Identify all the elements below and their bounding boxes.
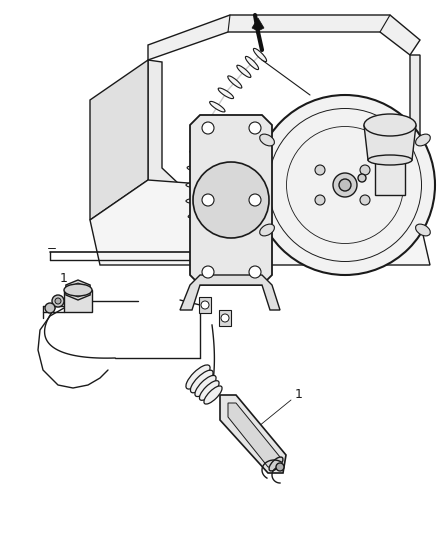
Ellipse shape: [187, 166, 205, 172]
Circle shape: [193, 162, 269, 238]
Ellipse shape: [195, 375, 216, 397]
Ellipse shape: [195, 133, 212, 141]
Text: 1: 1: [295, 388, 303, 401]
Ellipse shape: [228, 76, 242, 88]
Ellipse shape: [269, 457, 283, 471]
Ellipse shape: [186, 365, 210, 389]
Polygon shape: [148, 55, 420, 200]
Ellipse shape: [64, 284, 92, 296]
Circle shape: [315, 165, 325, 175]
Ellipse shape: [186, 198, 204, 204]
Ellipse shape: [416, 134, 430, 146]
Polygon shape: [220, 395, 286, 473]
Ellipse shape: [260, 134, 275, 146]
Polygon shape: [180, 275, 280, 310]
Circle shape: [249, 266, 261, 278]
Circle shape: [276, 463, 284, 471]
Circle shape: [55, 298, 61, 304]
Circle shape: [333, 173, 357, 197]
Circle shape: [202, 266, 214, 278]
Text: 1: 1: [60, 272, 68, 285]
Ellipse shape: [190, 150, 208, 156]
Polygon shape: [375, 160, 405, 195]
Polygon shape: [228, 403, 280, 467]
Circle shape: [315, 195, 325, 205]
Ellipse shape: [260, 224, 275, 236]
Ellipse shape: [201, 251, 219, 259]
Polygon shape: [252, 18, 264, 30]
Ellipse shape: [245, 56, 258, 70]
Circle shape: [360, 165, 370, 175]
Polygon shape: [190, 115, 272, 285]
Circle shape: [201, 301, 209, 309]
Ellipse shape: [188, 212, 206, 218]
Polygon shape: [70, 283, 86, 297]
Polygon shape: [64, 290, 92, 312]
Ellipse shape: [201, 117, 218, 125]
Ellipse shape: [237, 65, 251, 77]
Circle shape: [202, 194, 214, 206]
Polygon shape: [66, 280, 90, 300]
Ellipse shape: [218, 88, 233, 99]
Circle shape: [358, 174, 366, 182]
Ellipse shape: [210, 101, 225, 112]
Ellipse shape: [416, 224, 430, 236]
Ellipse shape: [199, 381, 219, 400]
Circle shape: [339, 179, 351, 191]
Ellipse shape: [364, 114, 416, 136]
Circle shape: [360, 195, 370, 205]
Polygon shape: [90, 60, 148, 220]
Ellipse shape: [186, 182, 204, 188]
Ellipse shape: [204, 386, 222, 404]
Circle shape: [202, 122, 214, 134]
Ellipse shape: [191, 225, 208, 231]
Circle shape: [255, 95, 435, 275]
Circle shape: [221, 314, 229, 322]
Ellipse shape: [254, 49, 267, 62]
Polygon shape: [199, 297, 211, 313]
Polygon shape: [219, 310, 231, 326]
Polygon shape: [90, 180, 430, 265]
Ellipse shape: [368, 155, 412, 165]
Ellipse shape: [196, 238, 213, 246]
Polygon shape: [364, 125, 416, 160]
Circle shape: [52, 295, 64, 307]
Ellipse shape: [191, 370, 213, 393]
Polygon shape: [148, 15, 420, 60]
Circle shape: [249, 194, 261, 206]
Circle shape: [45, 303, 55, 313]
Circle shape: [249, 122, 261, 134]
